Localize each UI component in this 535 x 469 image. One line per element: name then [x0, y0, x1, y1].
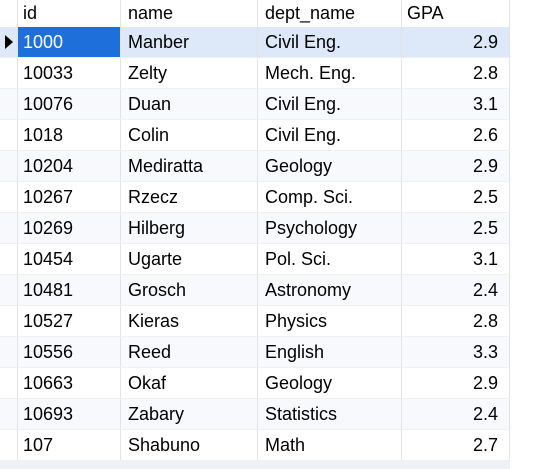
cell-gpa[interactable]: 2.4: [402, 275, 510, 305]
cell-gpa[interactable]: 2.9: [402, 368, 510, 398]
cell-dept-name[interactable]: Civil Eng.: [258, 27, 402, 57]
cell-id[interactable]: 10267: [18, 182, 121, 212]
cell-name[interactable]: Colin: [121, 120, 258, 150]
cell-dept-name[interactable]: Math: [258, 430, 402, 460]
table-row[interactable]: 10481 Grosch Astronomy 2.4: [0, 275, 510, 306]
cell-id[interactable]: 1000: [18, 27, 121, 57]
grid-footer-strip: [0, 461, 510, 469]
cell-dept-name[interactable]: Astronomy: [258, 275, 402, 305]
cell-id[interactable]: 10204: [18, 151, 121, 181]
table-row[interactable]: 10556 Reed English 3.3: [0, 337, 510, 368]
cell-name[interactable]: Rzecz: [121, 182, 258, 212]
row-marker[interactable]: [0, 58, 18, 88]
cell-name[interactable]: Grosch: [121, 275, 258, 305]
cell-gpa[interactable]: 2.9: [402, 151, 510, 181]
grid-header-row: id name dept_name GPA: [0, 0, 510, 27]
row-marker[interactable]: [0, 275, 18, 305]
cell-gpa[interactable]: 2.5: [402, 213, 510, 243]
cell-id[interactable]: 1018: [18, 120, 121, 150]
table-row[interactable]: 10204 Mediratta Geology 2.9: [0, 151, 510, 182]
cell-dept-name[interactable]: Psychology: [258, 213, 402, 243]
table-row[interactable]: 10033 Zelty Mech. Eng. 2.8: [0, 58, 510, 89]
cell-name[interactable]: Okaf: [121, 368, 258, 398]
cell-dept-name[interactable]: Statistics: [258, 399, 402, 429]
cell-gpa[interactable]: 2.7: [402, 430, 510, 460]
row-marker[interactable]: [0, 213, 18, 243]
row-marker[interactable]: [0, 244, 18, 274]
cell-id[interactable]: 10269: [18, 213, 121, 243]
cell-name[interactable]: Zabary: [121, 399, 258, 429]
cell-dept-name[interactable]: Pol. Sci.: [258, 244, 402, 274]
table-row[interactable]: 1000 Manber Civil Eng. 2.9: [0, 27, 510, 58]
cell-id[interactable]: 10663: [18, 368, 121, 398]
column-header-dept-name[interactable]: dept_name: [258, 0, 402, 27]
table-row[interactable]: 10454 Ugarte Pol. Sci. 3.1: [0, 244, 510, 275]
cell-gpa[interactable]: 3.3: [402, 337, 510, 367]
cell-gpa[interactable]: 3.1: [402, 89, 510, 119]
column-header-id[interactable]: id: [18, 0, 121, 27]
cell-gpa[interactable]: 2.8: [402, 306, 510, 336]
row-marker[interactable]: [0, 368, 18, 398]
cell-name[interactable]: Shabuno: [121, 430, 258, 460]
cell-name[interactable]: Manber: [121, 27, 258, 57]
cell-dept-name[interactable]: Geology: [258, 368, 402, 398]
current-row-arrow-icon: [4, 35, 13, 49]
cell-gpa[interactable]: 2.6: [402, 120, 510, 150]
cell-gpa[interactable]: 3.1: [402, 244, 510, 274]
cell-name[interactable]: Kieras: [121, 306, 258, 336]
grid-right-gutter: [510, 0, 535, 469]
row-marker[interactable]: [0, 399, 18, 429]
table-row[interactable]: 10269 Hilberg Psychology 2.5: [0, 213, 510, 244]
cell-id[interactable]: 10527: [18, 306, 121, 336]
cell-gpa[interactable]: 2.8: [402, 58, 510, 88]
row-marker[interactable]: [0, 337, 18, 367]
cell-name[interactable]: Duan: [121, 89, 258, 119]
cell-id[interactable]: 107: [18, 430, 121, 460]
row-marker[interactable]: [0, 151, 18, 181]
column-header-gpa[interactable]: GPA: [402, 0, 510, 27]
row-marker-header: [0, 0, 18, 27]
cell-name[interactable]: Ugarte: [121, 244, 258, 274]
cell-id[interactable]: 10693: [18, 399, 121, 429]
row-marker[interactable]: [0, 306, 18, 336]
table-row[interactable]: 107 Shabuno Math 2.7: [0, 430, 510, 461]
cell-id[interactable]: 10033: [18, 58, 121, 88]
cell-id[interactable]: 10556: [18, 337, 121, 367]
cell-id[interactable]: 10076: [18, 89, 121, 119]
cell-dept-name[interactable]: English: [258, 337, 402, 367]
table-row[interactable]: 10076 Duan Civil Eng. 3.1: [0, 89, 510, 120]
cell-name[interactable]: Mediratta: [121, 151, 258, 181]
table-row[interactable]: 10267 Rzecz Comp. Sci. 2.5: [0, 182, 510, 213]
cell-dept-name[interactable]: Physics: [258, 306, 402, 336]
cell-name[interactable]: Hilberg: [121, 213, 258, 243]
column-header-name[interactable]: name: [121, 0, 258, 27]
cell-id[interactable]: 10454: [18, 244, 121, 274]
cell-dept-name[interactable]: Civil Eng.: [258, 89, 402, 119]
cell-name[interactable]: Zelty: [121, 58, 258, 88]
cell-name[interactable]: Reed: [121, 337, 258, 367]
table-row[interactable]: 10663 Okaf Geology 2.9: [0, 368, 510, 399]
cell-gpa[interactable]: 2.5: [402, 182, 510, 212]
row-marker[interactable]: [0, 27, 18, 57]
row-marker[interactable]: [0, 182, 18, 212]
cell-dept-name[interactable]: Geology: [258, 151, 402, 181]
table-row[interactable]: 10693 Zabary Statistics 2.4: [0, 399, 510, 430]
row-marker[interactable]: [0, 89, 18, 119]
table-row[interactable]: 1018 Colin Civil Eng. 2.6: [0, 120, 510, 151]
row-marker[interactable]: [0, 120, 18, 150]
cell-gpa[interactable]: 2.4: [402, 399, 510, 429]
cell-dept-name[interactable]: Civil Eng.: [258, 120, 402, 150]
cell-dept-name[interactable]: Comp. Sci.: [258, 182, 402, 212]
cell-dept-name[interactable]: Mech. Eng.: [258, 58, 402, 88]
table-row[interactable]: 10527 Kieras Physics 2.8: [0, 306, 510, 337]
row-marker[interactable]: [0, 430, 18, 460]
cell-gpa[interactable]: 2.9: [402, 27, 510, 57]
cell-id[interactable]: 10481: [18, 275, 121, 305]
